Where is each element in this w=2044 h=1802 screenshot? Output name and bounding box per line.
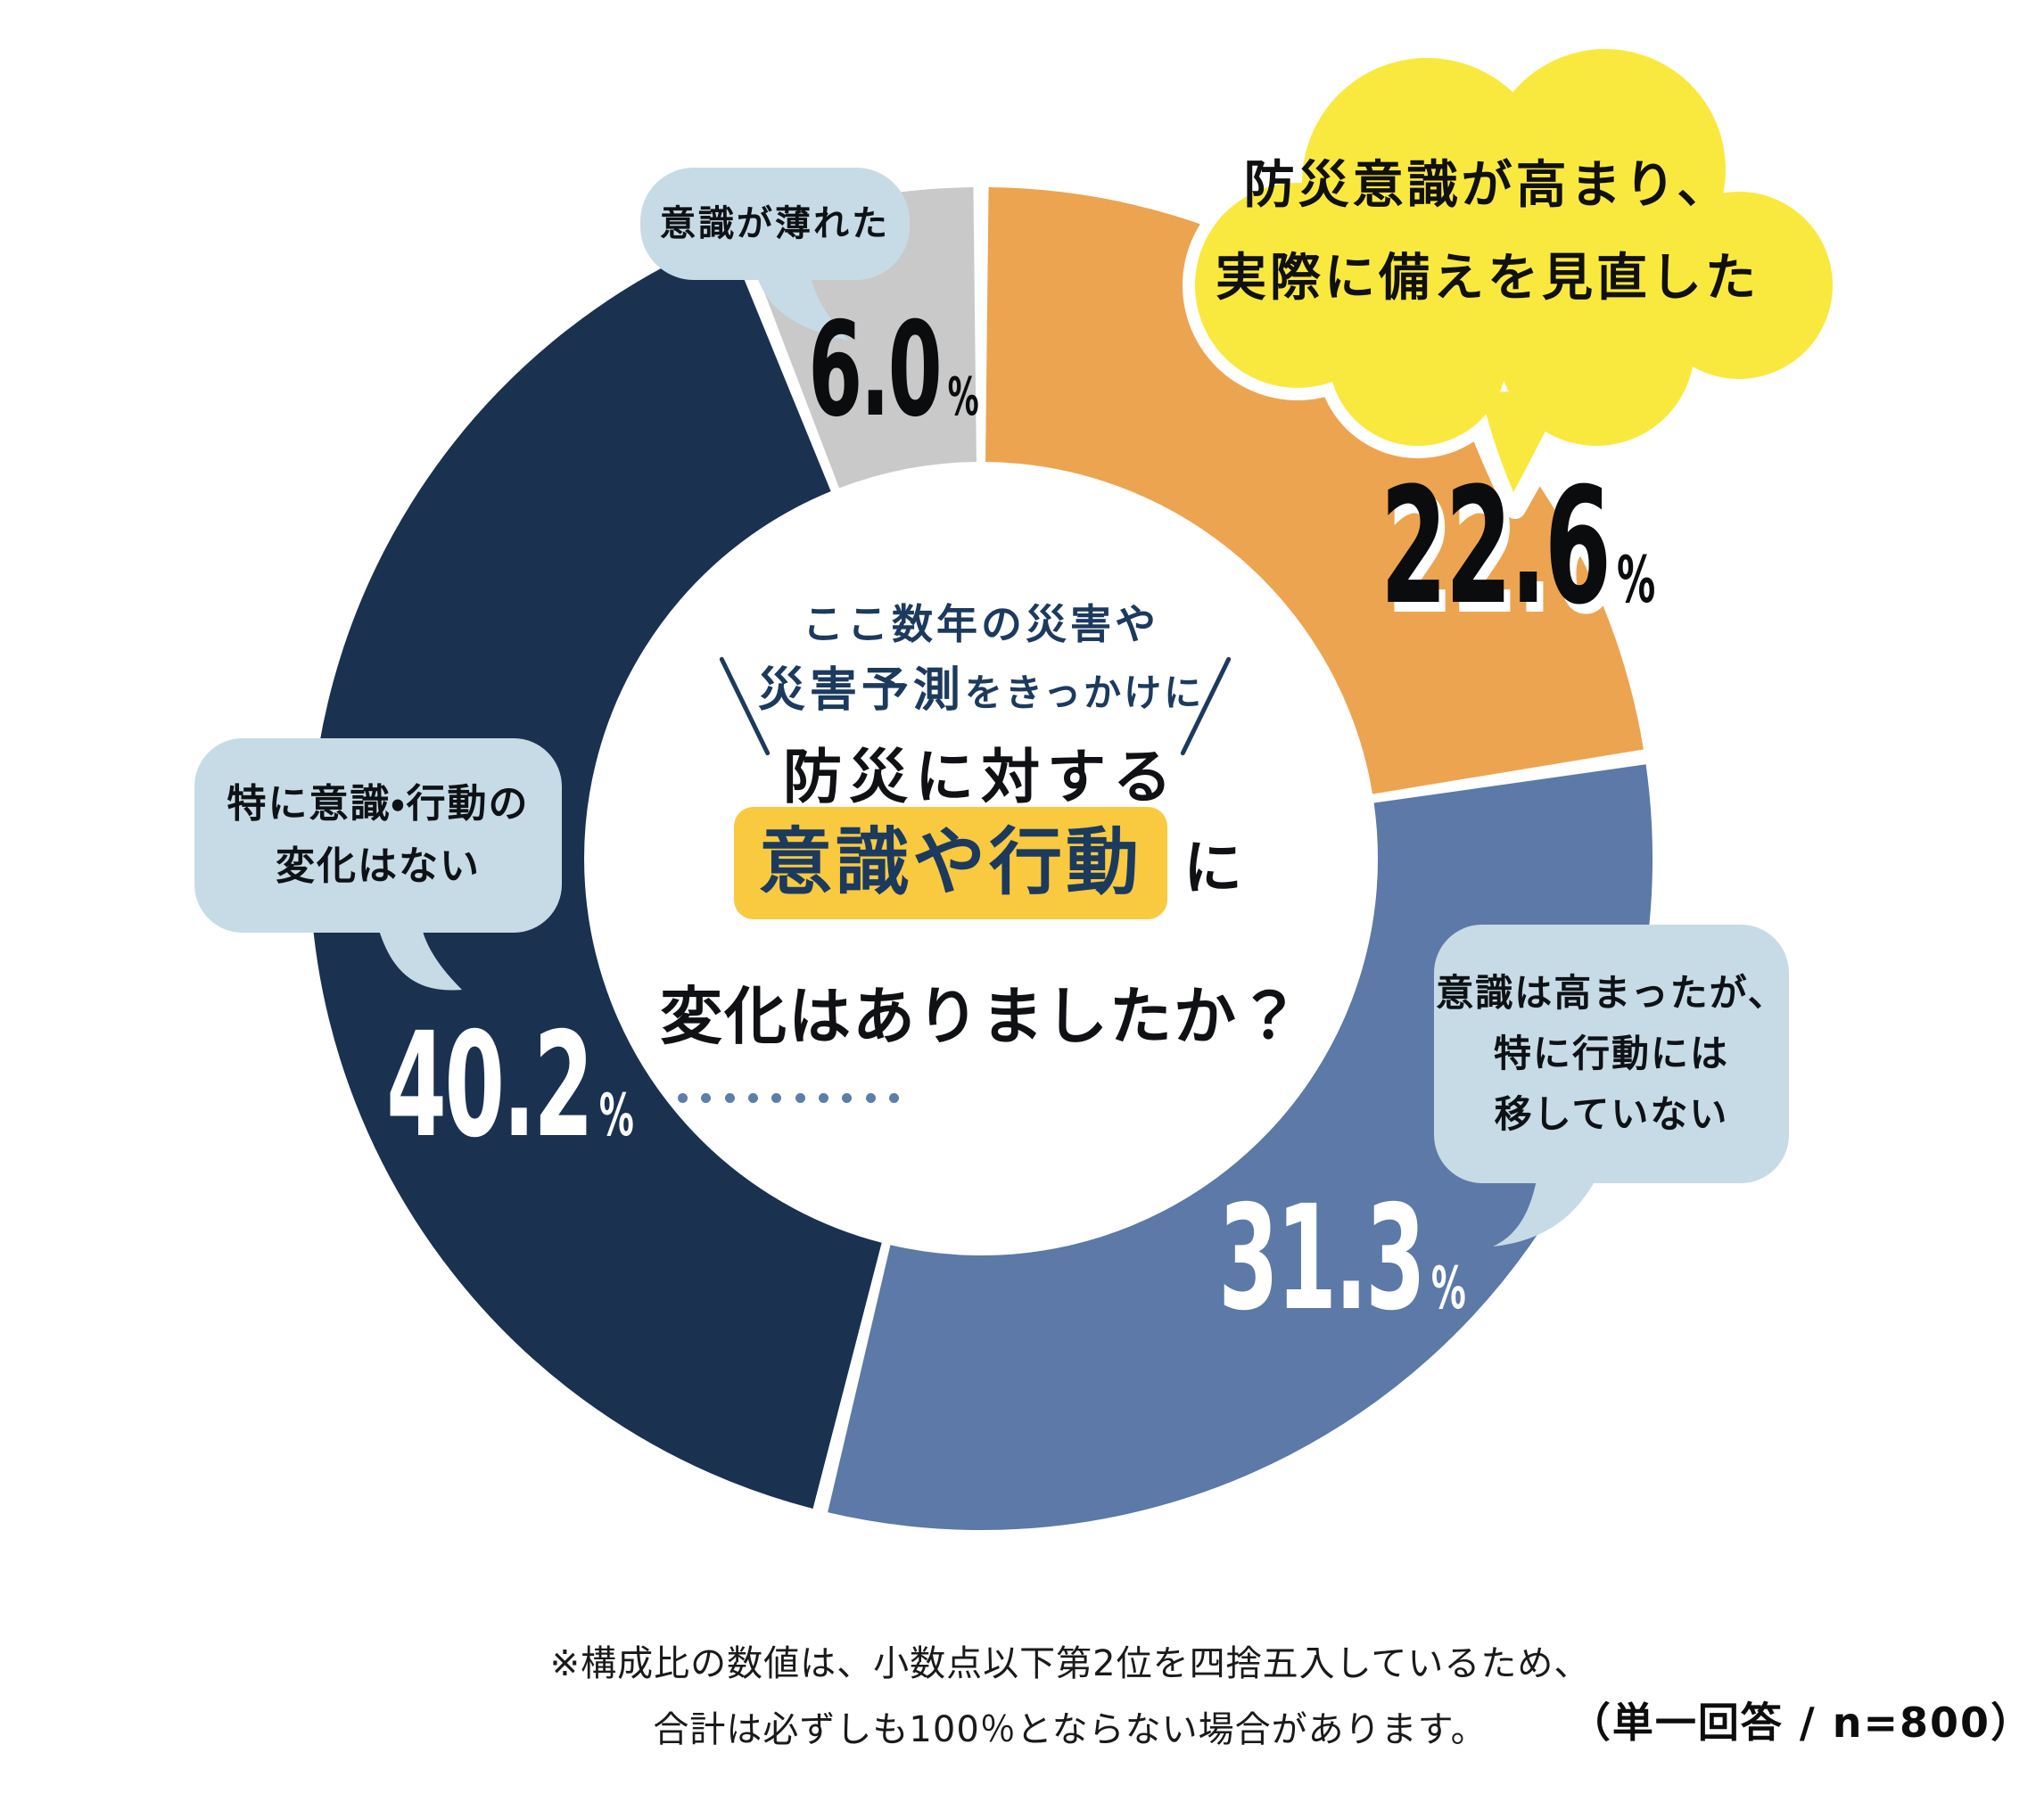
intro-line2-rest: をきっかけに: [964, 671, 1205, 715]
question-line1: 防災に対する: [783, 743, 1179, 811]
no-action-bubble-line2: 特に行動には: [1493, 1032, 1729, 1075]
footnote-line1: ※構成比の数値は、小数点以下第2位を四捨五入しているため、: [549, 1643, 1591, 1684]
no-action-bubble: 意識は高まったが、 特に行動には 移していない: [1434, 925, 1789, 1183]
footnote-line2: 合計は必ずしも100％とならない場合があります。: [653, 1709, 1488, 1750]
no-change-bubble-line2: 変化はない: [276, 843, 481, 889]
highlight-particle: に: [1183, 834, 1243, 902]
sample-size-note: （単一回答 / n=800）: [1569, 1699, 2034, 1747]
intro-line1: ここ数年の災害や: [803, 600, 1159, 648]
no-change-bubble: 特に意識・行動の 変化はない: [194, 738, 562, 933]
highlight-chip: 意識や行動: [733, 807, 1168, 919]
intro-line2-strong: 災害予測: [757, 662, 965, 718]
highlight-row: 意識や行動 に: [733, 807, 1243, 919]
question-line2: 変化はありましたか？: [660, 980, 1302, 1053]
no-change-bubble-line1: 特に意識・行動の: [227, 781, 530, 827]
donut-segment-3: [741, 187, 979, 490]
no-change-percent-label: 40.2%: [386, 1002, 634, 1170]
dotted-underline: [678, 1093, 899, 1103]
reviewed-percent-label: 22.6%: [1380, 454, 1656, 640]
reviewed-bubble-line1: 防災意識が高まり、: [1243, 155, 1732, 215]
faded-bubble-text: 意識が薄れた: [660, 203, 890, 244]
cloud-body: [1195, 49, 1833, 492]
faded-bubble: 意識が薄れた: [640, 168, 910, 280]
no-action-percent-label: 31.3%: [1218, 1175, 1466, 1343]
reviewed-bubble-line2: 実際に備えを見直した: [1216, 248, 1760, 308]
donut-segment-0: [984, 187, 1644, 796]
faded-percent-label: 6.0%: [808, 294, 979, 446]
no-action-bubble-line3: 移していない: [1494, 1092, 1729, 1136]
no-action-bubble-line1: 意識は高まったが、: [1436, 971, 1787, 1015]
